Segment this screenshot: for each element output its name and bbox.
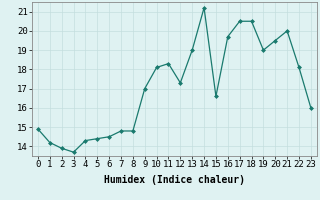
X-axis label: Humidex (Indice chaleur): Humidex (Indice chaleur) xyxy=(104,175,245,185)
